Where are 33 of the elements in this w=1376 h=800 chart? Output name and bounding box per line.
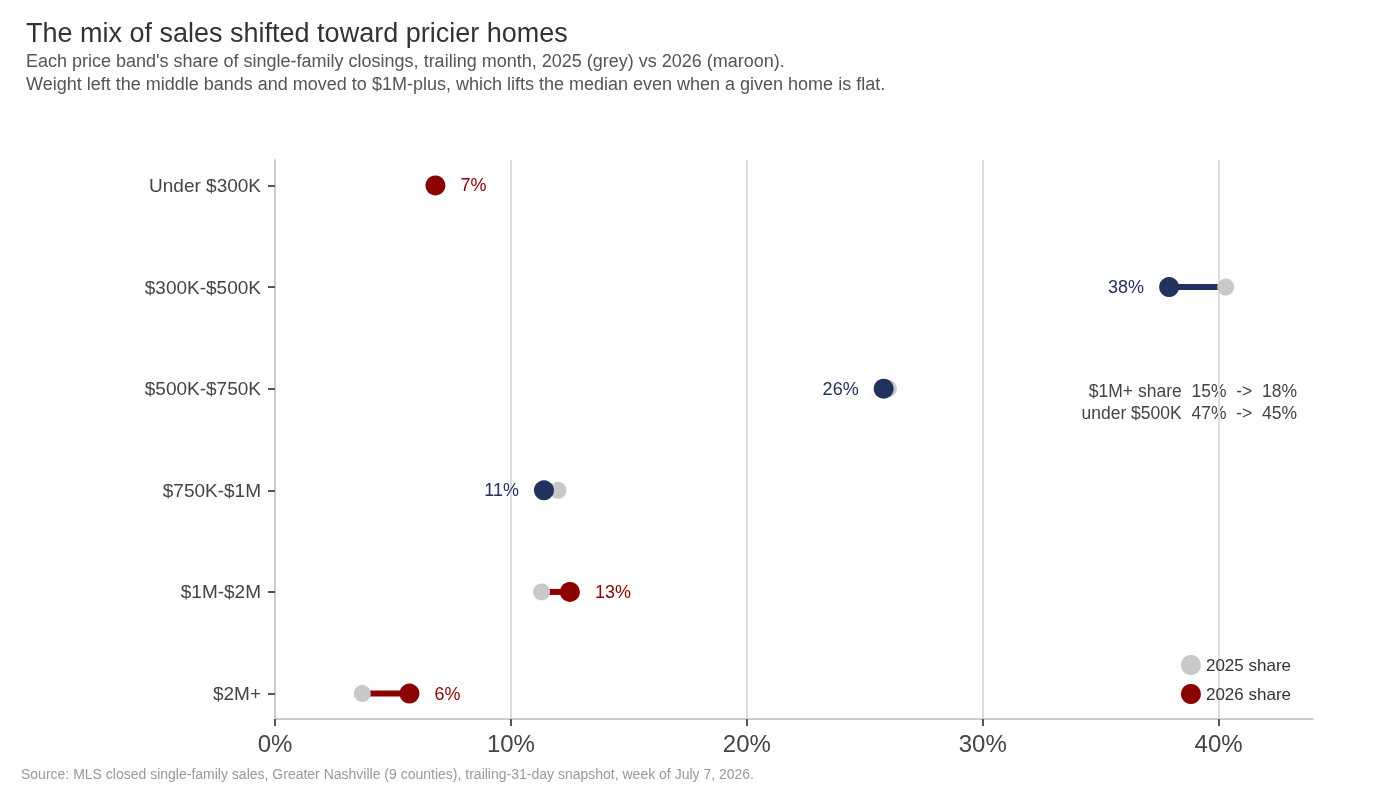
x-tick-label: 0%: [257, 729, 293, 757]
legend-label: 2026 share: [1205, 684, 1292, 704]
y-tick-label: $750K-$1M: [162, 479, 261, 501]
data-label: 7%: [460, 175, 487, 196]
data-label: 11%: [484, 480, 519, 501]
point: [1217, 278, 1235, 296]
point: [533, 480, 554, 501]
data-label: 13%: [594, 581, 631, 602]
y-tick-label: $500K-$750K: [144, 378, 262, 400]
chart-title: The mix of sales shifted toward pricier homes: [26, 17, 568, 48]
chart-subtitle: Each price band's share of single-family closings, trailing month, 2025 (grey) vs 2026 (maroon). Weight left the middle bands and moved to $1M-plus, which lifts the median even when a given home is flat.: [26, 50, 886, 94]
x-tick-label: 10%: [486, 729, 535, 757]
annotation: $1M+ share 15% -> 18%: [1088, 381, 1297, 401]
data-label: 38%: [1108, 277, 1145, 298]
point: [559, 581, 580, 602]
source-note: Source: MLS closed single-family sales, Greater Nashville (9 counties), trailing-31-day snapshot, week of July 7, 2026.: [21, 766, 755, 782]
x-tick-label: 20%: [722, 729, 771, 757]
x-tick-label: 40%: [1194, 729, 1243, 757]
point: [353, 685, 371, 703]
y-tick-label: $2M+: [212, 683, 261, 705]
point: [873, 378, 894, 399]
annotation: under $500K 47% -> 45%: [1081, 403, 1297, 423]
point: [425, 175, 446, 196]
y-tick-label: $300K-$500K: [144, 276, 262, 298]
data-label: 6%: [434, 683, 461, 704]
y-tick-label: $1M-$2M: [180, 581, 261, 603]
point: [399, 683, 420, 704]
x-tick-label: 30%: [958, 729, 1007, 757]
legend-label: 2025 share: [1205, 655, 1292, 675]
y-tick-label: Under $300K: [149, 174, 262, 196]
data-label: 26%: [822, 378, 859, 399]
point: [1159, 277, 1180, 298]
point: [533, 583, 551, 601]
